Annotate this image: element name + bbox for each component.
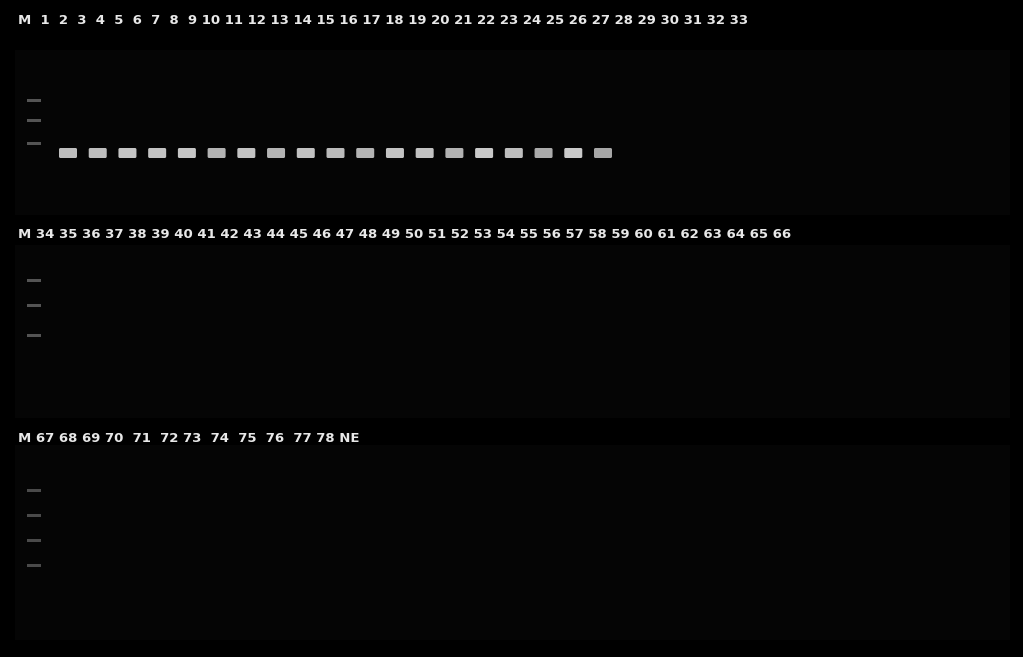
Bar — [27, 119, 41, 122]
Bar — [27, 334, 41, 337]
FancyBboxPatch shape — [148, 148, 166, 158]
FancyBboxPatch shape — [237, 148, 256, 158]
Bar — [27, 279, 41, 282]
Bar — [27, 142, 41, 145]
Text: M  1  2  3  4  5  6  7  8  9 10 11 12 13 14 15 16 17 18 19 20 21 22 23 24 25 26 : M 1 2 3 4 5 6 7 8 9 10 11 12 13 14 15 16… — [18, 14, 748, 27]
Bar — [27, 539, 41, 542]
FancyBboxPatch shape — [297, 148, 315, 158]
FancyBboxPatch shape — [386, 148, 404, 158]
Bar — [27, 99, 41, 102]
Bar — [15, 50, 1010, 215]
FancyBboxPatch shape — [267, 148, 285, 158]
FancyBboxPatch shape — [415, 148, 434, 158]
Bar — [27, 564, 41, 567]
FancyBboxPatch shape — [326, 148, 345, 158]
FancyBboxPatch shape — [504, 148, 523, 158]
Text: M 34 35 36 37 38 39 40 41 42 43 44 45 46 47 48 49 50 51 52 53 54 55 56 57 58 59 : M 34 35 36 37 38 39 40 41 42 43 44 45 46… — [18, 228, 791, 241]
Bar — [15, 245, 1010, 418]
FancyBboxPatch shape — [89, 148, 106, 158]
FancyBboxPatch shape — [565, 148, 582, 158]
FancyBboxPatch shape — [535, 148, 552, 158]
Bar — [27, 304, 41, 307]
Bar — [15, 445, 1010, 640]
FancyBboxPatch shape — [178, 148, 195, 158]
FancyBboxPatch shape — [356, 148, 374, 158]
Text: M 67 68 69 70  71  72 73  74  75  76  77 78 NE: M 67 68 69 70 71 72 73 74 75 76 77 78 NE — [18, 432, 359, 445]
FancyBboxPatch shape — [59, 148, 77, 158]
Bar — [27, 489, 41, 492]
FancyBboxPatch shape — [594, 148, 612, 158]
FancyBboxPatch shape — [208, 148, 226, 158]
FancyBboxPatch shape — [119, 148, 136, 158]
Bar — [27, 514, 41, 517]
FancyBboxPatch shape — [475, 148, 493, 158]
FancyBboxPatch shape — [445, 148, 463, 158]
